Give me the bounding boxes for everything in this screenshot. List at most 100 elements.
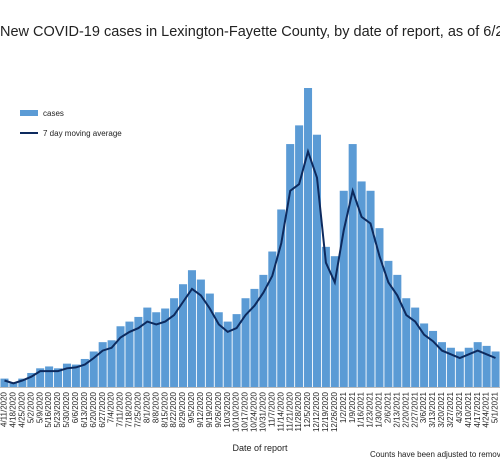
x-tick-label: 7/4/2020 — [107, 391, 116, 423]
x-tick-label: 4/24/2021 — [482, 391, 491, 427]
x-tick-label: 5/16/2020 — [44, 391, 53, 427]
bar — [45, 366, 54, 387]
x-tick-label: 8/29/2020 — [178, 391, 187, 427]
bar — [348, 144, 357, 387]
bar — [437, 342, 446, 387]
x-tick-label: 2/20/2021 — [401, 391, 410, 427]
x-tick-label: 7/18/2020 — [125, 391, 134, 427]
x-tick-label: 6/20/2020 — [89, 391, 98, 427]
bar — [357, 181, 366, 387]
x-tick-label: 3/6/2021 — [419, 391, 428, 423]
bar — [116, 326, 125, 387]
x-tick-label: 9/26/2020 — [214, 391, 223, 427]
bar — [491, 351, 500, 387]
x-tick-label: 10/24/2020 — [250, 391, 259, 432]
bar — [393, 274, 402, 387]
bar — [223, 321, 232, 387]
bar — [214, 312, 223, 387]
bar — [134, 316, 143, 387]
bar — [420, 323, 429, 387]
x-tick-label: 1/23/2021 — [366, 391, 375, 427]
bar — [18, 378, 27, 387]
x-tick-label: 11/21/2020 — [285, 391, 294, 431]
bar — [339, 190, 348, 387]
bar — [312, 134, 321, 387]
x-axis-title: Date of report — [232, 443, 288, 453]
x-tick-label: 11/7/2020 — [267, 391, 276, 427]
x-tick-label: 5/9/2020 — [35, 391, 44, 423]
x-tick-label: 5/2/2020 — [26, 391, 35, 423]
x-tick-label: 1/9/2021 — [348, 391, 357, 423]
x-tick-label: 1/2/2021 — [339, 391, 348, 423]
x-tick-label: 1/30/2021 — [375, 391, 384, 427]
x-tick-label: 8/8/2020 — [151, 391, 160, 423]
bar — [0, 378, 9, 387]
x-tick-label: 2/27/2021 — [410, 391, 419, 427]
x-tick-label: 4/3/2021 — [455, 391, 464, 423]
x-tick-label: 9/12/2020 — [196, 391, 205, 427]
x-tick-label: 2/13/2021 — [392, 391, 401, 427]
x-tick-label: 8/22/2020 — [169, 391, 178, 427]
bar — [402, 298, 411, 387]
bar — [473, 342, 482, 387]
x-tick-label: 8/15/2020 — [160, 391, 169, 427]
bar — [179, 284, 188, 387]
x-tick-label: 10/3/2020 — [223, 391, 232, 427]
bar — [152, 312, 161, 387]
x-tick-label: 11/28/2020 — [294, 391, 303, 431]
bar — [170, 298, 179, 387]
bar — [464, 347, 473, 387]
bar — [196, 279, 205, 387]
x-tick-label: 6/27/2020 — [98, 391, 107, 427]
x-tick-label: 2/6/2021 — [384, 391, 393, 423]
bar — [304, 88, 313, 387]
x-tick-label: 6/6/2020 — [71, 391, 80, 423]
moving-average-line — [4, 148, 496, 385]
bar — [241, 298, 250, 387]
bar — [259, 274, 268, 387]
bar — [9, 382, 18, 387]
x-tick-label: 10/31/2020 — [259, 391, 268, 432]
x-tick-label: 4/18/2020 — [9, 391, 18, 427]
x-tick-label: 4/11/2020 — [0, 391, 9, 427]
bar — [36, 368, 45, 387]
bar — [71, 364, 80, 387]
bar — [295, 125, 304, 387]
bar — [330, 256, 339, 387]
x-tick-label: 7/25/2020 — [134, 391, 143, 427]
bar — [321, 246, 330, 387]
x-tick-label: 5/23/2020 — [53, 391, 62, 427]
x-tick-label: 3/20/2021 — [437, 391, 446, 427]
bar — [446, 347, 455, 387]
x-tick-label: 6/13/2020 — [80, 391, 89, 427]
bar — [429, 330, 438, 387]
x-tick-label: 7/11/2020 — [116, 391, 125, 427]
bar — [107, 340, 116, 387]
x-tick-label: 3/27/2021 — [446, 391, 455, 427]
x-tick-label: 10/10/2020 — [232, 391, 241, 432]
x-tick-label: 10/17/2020 — [241, 391, 250, 432]
bar — [143, 307, 152, 387]
x-tick-label: 11/14/2020 — [276, 391, 285, 431]
bar — [161, 308, 170, 387]
bar — [205, 293, 214, 387]
x-tick-label: 9/19/2020 — [205, 391, 214, 427]
bar — [366, 190, 375, 387]
x-tick-label: 8/1/2020 — [142, 391, 151, 423]
legend-label: 7 day moving average — [43, 129, 122, 138]
footnote: Counts have been adjusted to remov — [370, 450, 500, 459]
chart-title: New COVID-19 cases in Lexington-Fayette … — [0, 24, 500, 40]
bar — [80, 358, 89, 387]
x-tick-label: 12/5/2020 — [303, 391, 312, 427]
bar — [384, 260, 393, 387]
legend-label: cases — [43, 109, 64, 118]
legend-swatch — [20, 110, 38, 116]
x-tick-label: 12/12/2020 — [312, 391, 321, 432]
bar — [54, 368, 63, 387]
x-tick-label: 12/19/2020 — [321, 391, 330, 432]
bar — [277, 209, 286, 387]
bar — [250, 288, 259, 387]
x-tick-label: 12/26/2020 — [330, 391, 339, 432]
x-tick-label: 5/30/2020 — [62, 391, 71, 427]
